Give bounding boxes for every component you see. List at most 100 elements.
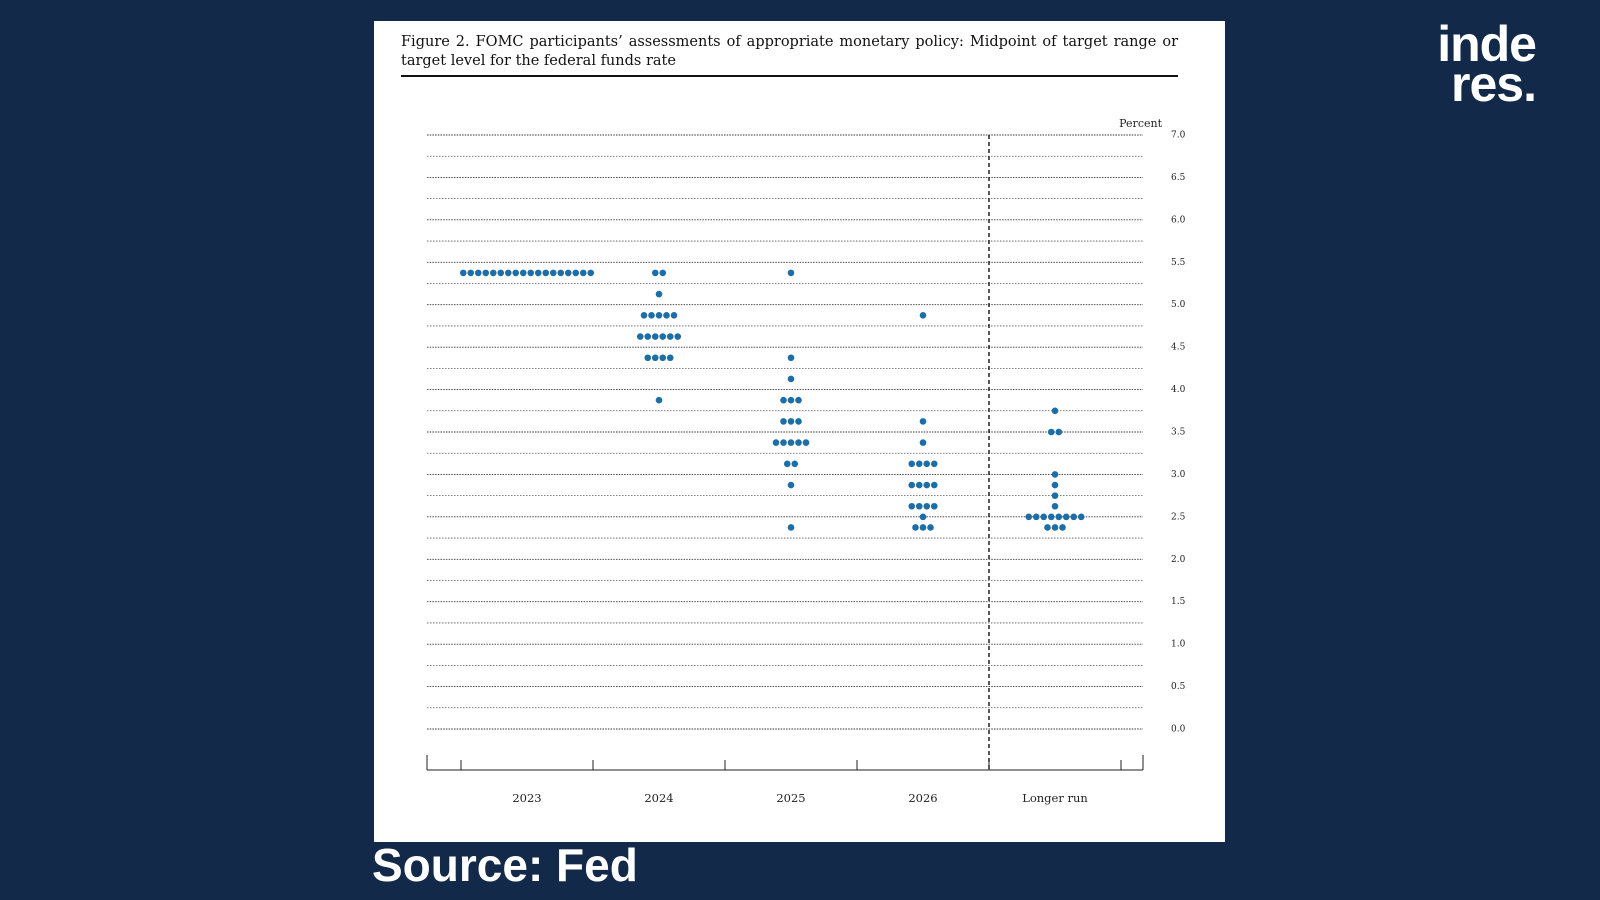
dot bbox=[659, 269, 667, 277]
x-tick-label: 2024 bbox=[644, 791, 673, 805]
y-tick-label: 4.0 bbox=[1171, 385, 1186, 395]
y-tick-label: 0.0 bbox=[1171, 725, 1186, 735]
brand-logo: inde res. bbox=[1437, 16, 1537, 112]
dot bbox=[919, 439, 927, 446]
dot bbox=[1051, 502, 1059, 510]
dot bbox=[923, 481, 931, 489]
dot bbox=[636, 333, 644, 340]
dot bbox=[557, 269, 565, 277]
dot bbox=[919, 418, 927, 425]
dot bbox=[527, 269, 535, 277]
y-tick-label: 1.5 bbox=[1171, 597, 1186, 607]
chart-title: Figure 2. FOMC participants’ assessments… bbox=[401, 33, 1178, 77]
y-tick-label: 2.5 bbox=[1171, 512, 1186, 522]
dot bbox=[542, 269, 550, 277]
dot bbox=[930, 502, 938, 510]
dot bbox=[1070, 513, 1078, 521]
dot bbox=[663, 312, 670, 319]
dot bbox=[512, 269, 520, 277]
dot bbox=[927, 524, 934, 531]
dot bbox=[787, 354, 795, 362]
x-tick-label: Longer run bbox=[1022, 791, 1088, 805]
dot bbox=[780, 396, 787, 404]
dot bbox=[1062, 513, 1070, 521]
y-axis-label: Percent bbox=[1119, 117, 1162, 130]
dot bbox=[482, 269, 490, 277]
y-tick-label: 1.0 bbox=[1171, 640, 1186, 650]
source-label: Source: Fed bbox=[372, 839, 638, 891]
y-tick-label: 3.0 bbox=[1171, 470, 1186, 480]
dot bbox=[572, 269, 580, 277]
dot bbox=[908, 460, 916, 468]
dot bbox=[504, 269, 512, 277]
dot bbox=[787, 375, 795, 383]
dot bbox=[780, 418, 787, 425]
dot bbox=[1032, 513, 1040, 521]
dot bbox=[651, 333, 659, 340]
dot bbox=[659, 333, 667, 340]
dot bbox=[802, 439, 810, 446]
dot bbox=[915, 481, 923, 489]
dot bbox=[919, 513, 927, 521]
dot bbox=[787, 439, 795, 446]
dot bbox=[1051, 481, 1059, 489]
dot bbox=[772, 439, 780, 446]
dot bbox=[908, 481, 916, 489]
dot bbox=[1051, 407, 1059, 415]
dot bbox=[519, 269, 527, 277]
dot bbox=[1047, 428, 1055, 436]
dot bbox=[670, 312, 678, 319]
brand-line: res. bbox=[1451, 56, 1537, 112]
dot bbox=[674, 333, 682, 340]
y-tick-label: 6.5 bbox=[1171, 173, 1186, 183]
y-tick-label: 6.0 bbox=[1171, 215, 1186, 225]
dot bbox=[666, 333, 674, 340]
dot bbox=[549, 269, 557, 277]
brand-line: inde bbox=[1437, 16, 1537, 72]
dot bbox=[564, 269, 572, 277]
dot bbox=[587, 269, 595, 277]
dot bbox=[640, 312, 648, 319]
dot bbox=[655, 312, 663, 319]
y-tick-label: 5.5 bbox=[1171, 258, 1186, 268]
y-tick-label: 2.0 bbox=[1171, 555, 1186, 565]
dot bbox=[923, 502, 931, 510]
dot bbox=[497, 269, 505, 277]
dot bbox=[912, 524, 919, 531]
x-tick-label: 2026 bbox=[908, 791, 937, 805]
y-tick-label: 5.0 bbox=[1171, 300, 1186, 310]
dot bbox=[644, 333, 652, 340]
figure-panel: Figure 2. FOMC participants’ assessments… bbox=[374, 21, 1225, 842]
dot bbox=[780, 439, 787, 446]
dot bbox=[795, 396, 802, 404]
dot bbox=[651, 269, 659, 277]
dot bbox=[1055, 428, 1063, 436]
dot bbox=[1047, 513, 1055, 521]
y-tick-label: 3.5 bbox=[1171, 428, 1186, 438]
dot bbox=[651, 354, 659, 362]
dot bbox=[459, 269, 467, 277]
y-tick-label: 4.5 bbox=[1171, 343, 1186, 353]
dot bbox=[1025, 513, 1033, 521]
dot bbox=[791, 460, 799, 468]
y-tick-label: 0.5 bbox=[1171, 682, 1186, 692]
dot bbox=[923, 460, 931, 468]
dot bbox=[1044, 524, 1051, 531]
dot bbox=[915, 502, 923, 510]
dot bbox=[659, 354, 667, 362]
dot bbox=[919, 524, 927, 531]
dot bbox=[795, 439, 802, 446]
dot bbox=[474, 269, 482, 277]
dot bbox=[908, 502, 916, 510]
y-tick-label: 7.0 bbox=[1171, 131, 1186, 141]
dot bbox=[467, 269, 475, 277]
dot bbox=[787, 269, 795, 277]
dot bbox=[666, 354, 674, 362]
dot bbox=[1051, 524, 1059, 531]
dot bbox=[655, 290, 663, 298]
dot bbox=[787, 481, 795, 489]
dot bbox=[787, 396, 795, 404]
dot bbox=[644, 354, 652, 362]
x-tick-label: 2025 bbox=[776, 791, 805, 805]
